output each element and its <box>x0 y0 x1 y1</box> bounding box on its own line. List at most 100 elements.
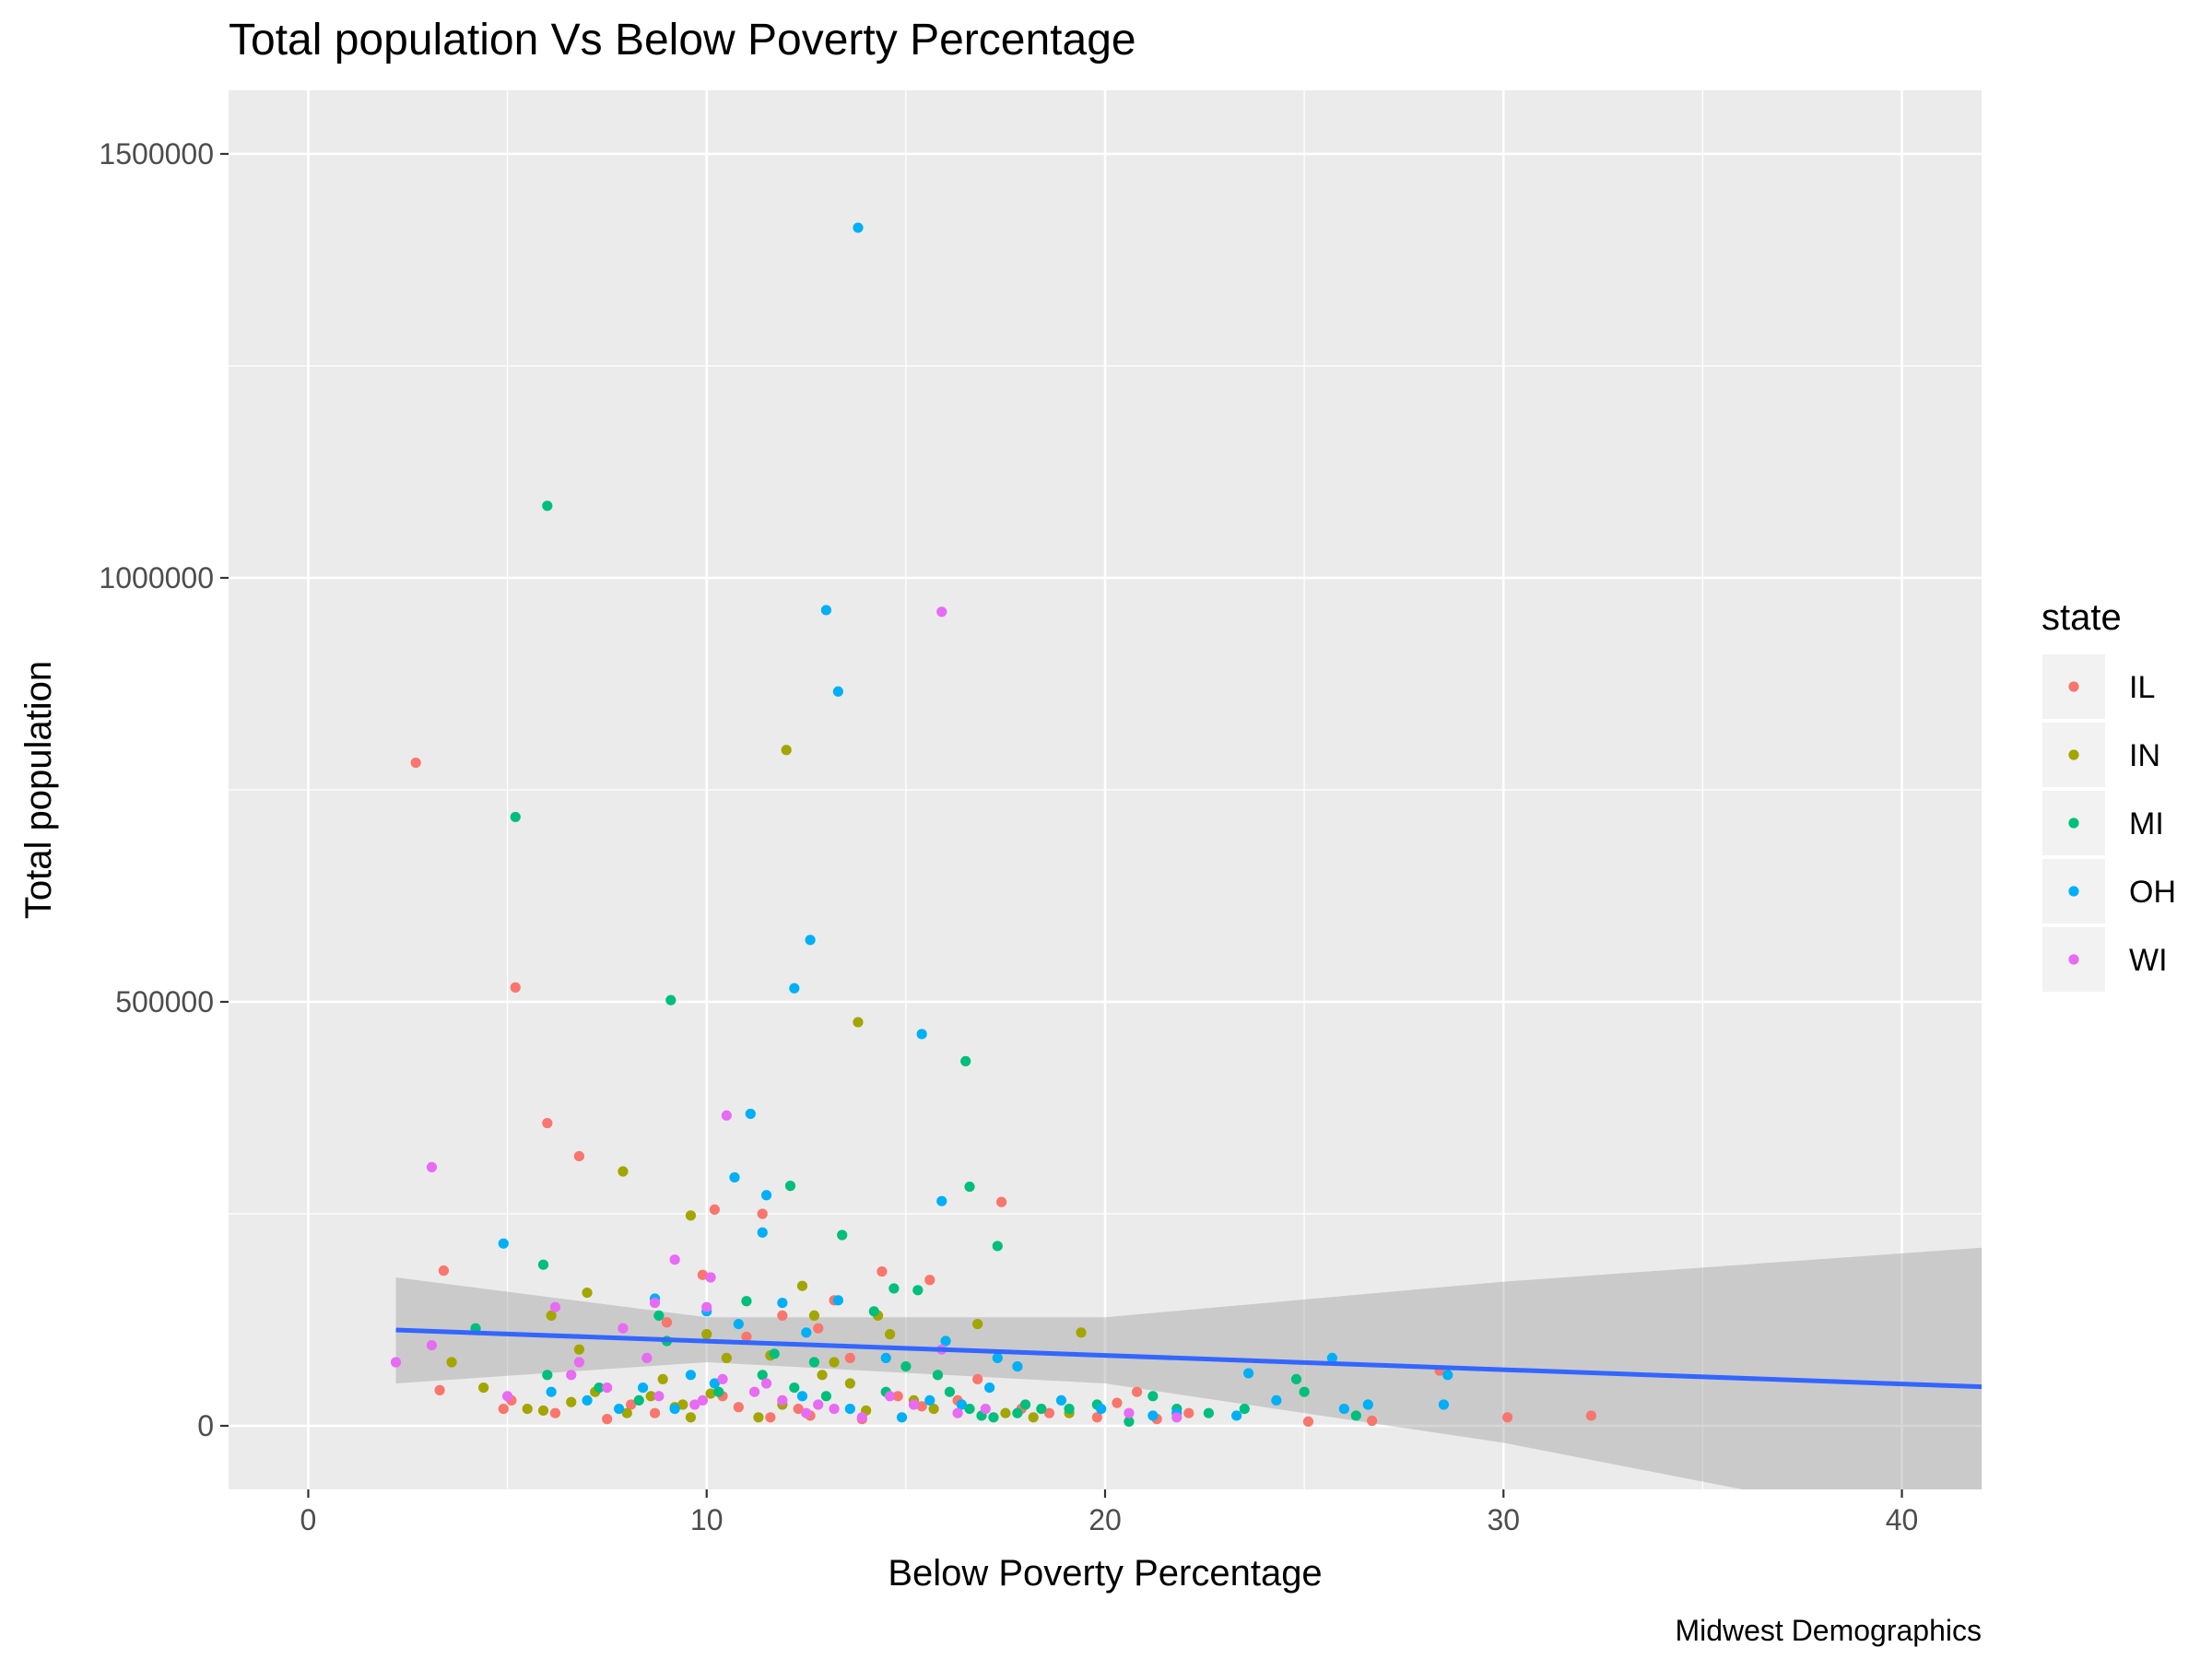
data-point <box>745 1108 756 1120</box>
data-point <box>801 1407 812 1418</box>
data-point <box>546 1386 557 1397</box>
data-point <box>1091 1412 1102 1423</box>
data-point <box>964 1404 975 1415</box>
data-point <box>916 1029 927 1040</box>
data-point <box>705 1388 716 1399</box>
data-point <box>912 1285 924 1296</box>
data-point <box>813 1323 824 1334</box>
data-point <box>498 1238 509 1249</box>
data-point <box>1147 1410 1159 1421</box>
data-point <box>1203 1407 1214 1418</box>
points-layer <box>390 222 1596 1427</box>
data-point <box>844 1352 855 1363</box>
x-tick-label: 40 <box>1886 1503 1919 1536</box>
data-point <box>757 1227 768 1238</box>
data-point <box>801 1327 812 1338</box>
data-point <box>697 1394 709 1406</box>
chart-caption: Midwest Demographics <box>1675 1614 1982 1647</box>
data-point <box>880 1352 891 1363</box>
data-point <box>757 1208 768 1219</box>
data-point <box>549 1301 561 1312</box>
data-point <box>1036 1404 1047 1415</box>
x-tick-label: 30 <box>1487 1503 1520 1536</box>
data-point <box>765 1412 776 1423</box>
series-il <box>410 757 1596 1427</box>
data-point <box>1183 1407 1194 1418</box>
data-point <box>837 1230 848 1241</box>
data-point <box>928 1404 939 1415</box>
data-point <box>1131 1386 1143 1397</box>
data-point <box>602 1382 613 1394</box>
data-point <box>566 1370 577 1381</box>
data-point <box>573 1344 585 1355</box>
data-point <box>924 1275 935 1286</box>
data-point <box>1501 1412 1513 1423</box>
data-point <box>784 1181 796 1192</box>
data-point <box>900 1361 912 1372</box>
data-point <box>796 1391 808 1402</box>
data-point <box>510 811 521 823</box>
data-point <box>1585 1410 1596 1421</box>
x-tick-label: 0 <box>300 1503 317 1536</box>
data-point <box>542 500 553 512</box>
data-point <box>621 1407 632 1418</box>
grid-major <box>229 90 1982 1489</box>
x-axis: 0 10 20 30 40 <box>300 1489 1919 1536</box>
data-point <box>1028 1412 1039 1423</box>
data-point <box>1124 1407 1135 1418</box>
data-point <box>685 1210 697 1221</box>
legend: state IL IN MI OH WI <box>2041 597 2176 992</box>
data-point <box>709 1204 720 1215</box>
data-point <box>868 1306 879 1317</box>
confidence-band <box>395 1247 1982 1489</box>
data-point <box>1043 1407 1055 1418</box>
data-point <box>633 1394 644 1406</box>
legend-label: OH <box>2129 875 2176 910</box>
data-point <box>884 1391 896 1402</box>
data-point <box>888 1283 900 1294</box>
data-point <box>1076 1327 1087 1338</box>
data-point <box>665 994 677 1006</box>
data-point <box>537 1405 549 1417</box>
data-point <box>641 1352 653 1363</box>
data-point <box>877 1265 888 1277</box>
legend-marker <box>2068 681 2079 692</box>
data-point <box>952 1407 963 1418</box>
data-point <box>760 1190 772 1201</box>
data-point <box>769 1348 780 1359</box>
data-point <box>498 1404 509 1415</box>
data-point <box>817 1370 828 1381</box>
data-point <box>721 1352 732 1363</box>
y-tick-label: 500000 <box>115 985 214 1018</box>
x-axis-label: Below Poverty Percentage <box>888 1553 1322 1594</box>
data-point <box>602 1414 613 1425</box>
data-point <box>808 1310 820 1321</box>
data-point <box>549 1407 561 1418</box>
data-point <box>741 1296 752 1307</box>
chart-title: Total population Vs Below Poverty Percen… <box>229 16 1136 65</box>
data-point <box>749 1386 760 1397</box>
data-point <box>1124 1416 1135 1427</box>
data-point <box>426 1161 438 1172</box>
series-mi <box>470 500 1361 1427</box>
data-point <box>701 1301 712 1312</box>
data-point <box>410 757 421 769</box>
data-point <box>829 1357 840 1368</box>
legend-label: IN <box>2129 738 2160 773</box>
series-oh <box>498 222 1453 1423</box>
legend-label: IL <box>2129 670 2155 705</box>
data-point <box>733 1402 744 1413</box>
data-point <box>677 1399 688 1410</box>
data-point <box>813 1399 824 1410</box>
data-point <box>501 1391 513 1402</box>
data-point <box>956 1399 967 1410</box>
y-tick-label: 1000000 <box>99 561 214 594</box>
data-point <box>1000 1407 1011 1418</box>
data-point <box>390 1357 402 1368</box>
data-point <box>1438 1399 1450 1410</box>
data-point <box>661 1317 673 1328</box>
legend-label: MI <box>2129 806 2164 841</box>
x-tick-label: 10 <box>690 1503 724 1536</box>
data-point <box>566 1396 577 1407</box>
data-point <box>884 1329 896 1340</box>
